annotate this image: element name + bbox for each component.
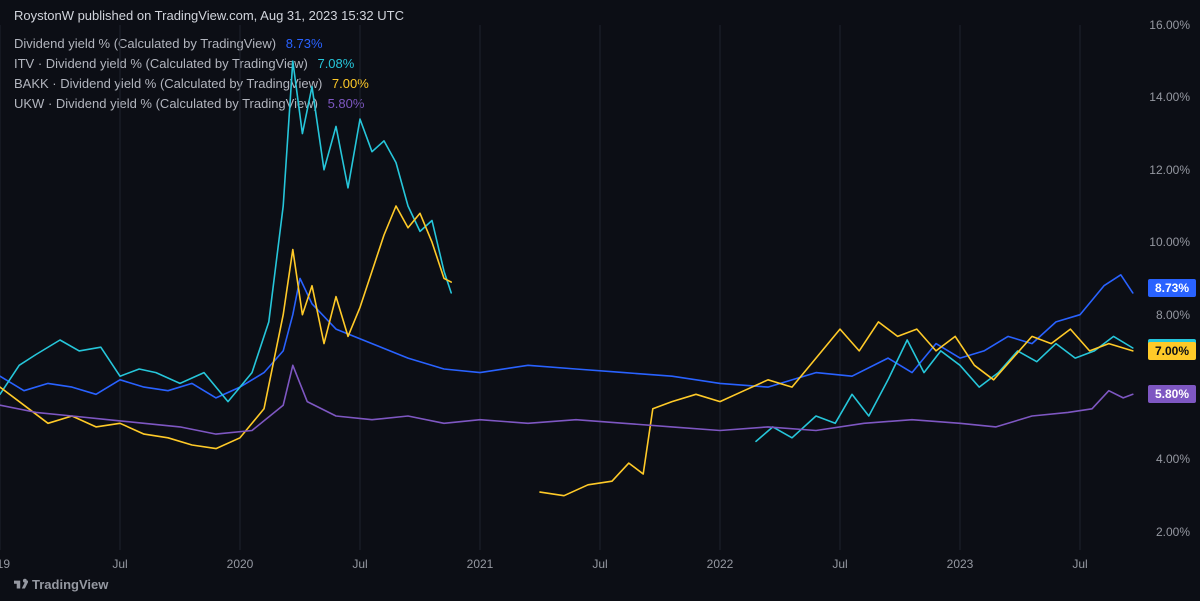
- x-axis-label: Jul: [832, 557, 847, 571]
- chart-area[interactable]: [0, 0, 1200, 601]
- y-axis-label: 4.00%: [1156, 452, 1190, 466]
- x-axis-label: 2023: [947, 557, 974, 571]
- x-axis-label: Jul: [592, 557, 607, 571]
- x-axis-label: 2020: [227, 557, 254, 571]
- y-axis-label: 16.00%: [1149, 18, 1190, 32]
- x-axis-label: 2021: [467, 557, 494, 571]
- y-axis-label: 8.00%: [1156, 308, 1190, 322]
- x-axis-label: Jul: [352, 557, 367, 571]
- y-axis-label: 12.00%: [1149, 163, 1190, 177]
- x-axis-label: Jul: [112, 557, 127, 571]
- y-axis-label: 10.00%: [1149, 235, 1190, 249]
- chart-svg: [0, 0, 1200, 601]
- brand-footer: TradingView: [14, 576, 108, 593]
- x-axis-label: 2022: [707, 557, 734, 571]
- y-axis-label: 14.00%: [1149, 90, 1190, 104]
- brand-text: TradingView: [32, 577, 108, 592]
- x-axis-label: Jul: [1072, 557, 1087, 571]
- price-tag: 7.00%: [1148, 342, 1196, 360]
- price-tag: 5.80%: [1148, 385, 1196, 403]
- price-tag: 8.73%: [1148, 279, 1196, 297]
- x-axis-label: 019: [0, 557, 10, 571]
- tradingview-icon: [14, 576, 28, 593]
- y-axis-label: 2.00%: [1156, 525, 1190, 539]
